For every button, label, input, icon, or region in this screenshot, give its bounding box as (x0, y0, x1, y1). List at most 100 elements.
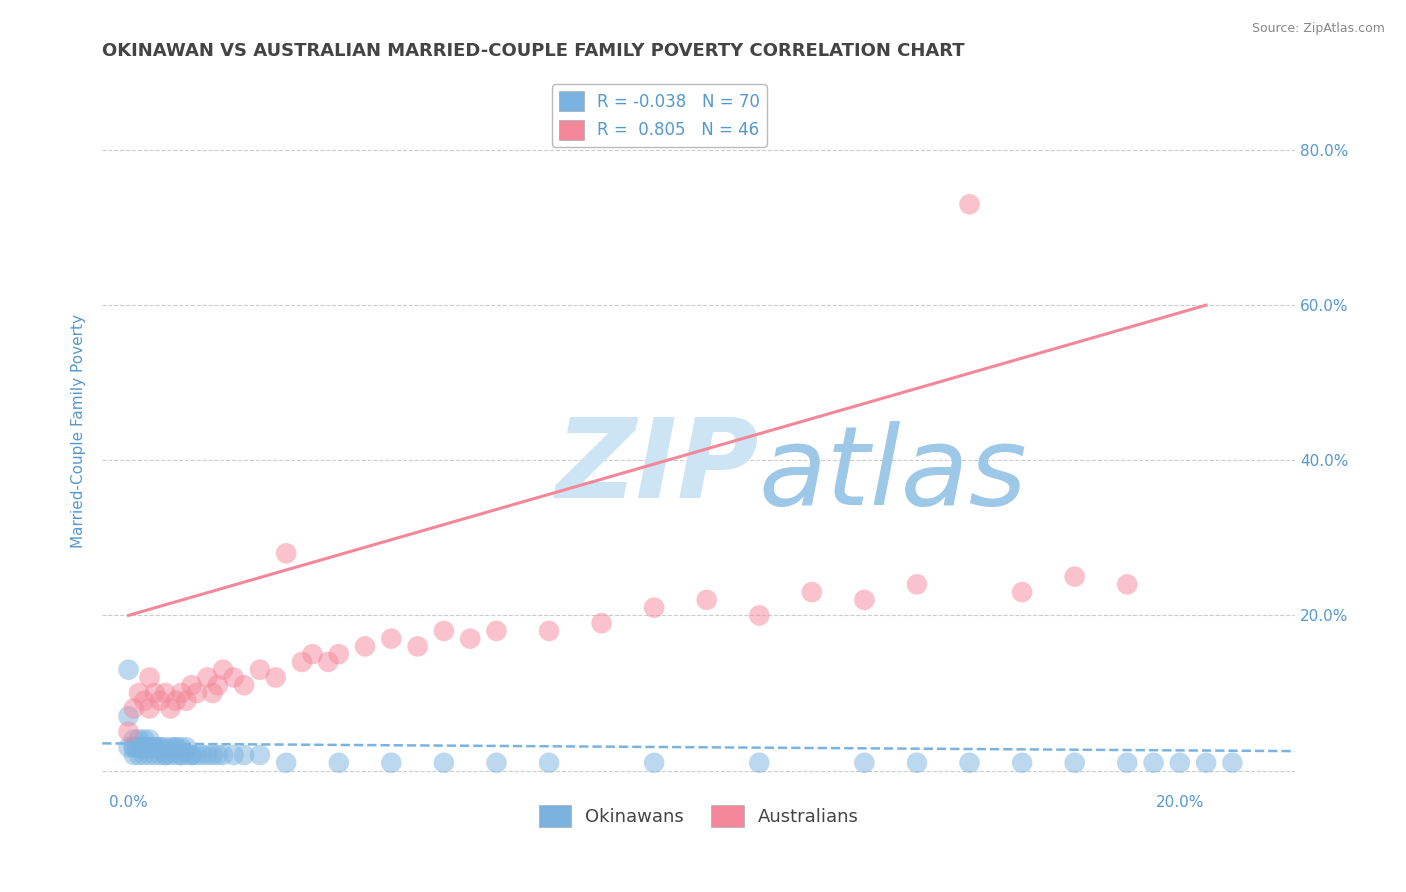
Point (143, 740, 166, 755)
Point (165, 747, 187, 762)
Point (134, 740, 156, 755)
Point (212, 747, 235, 762)
Point (128, 740, 150, 755)
Point (207, 747, 229, 762)
Point (207, 678, 229, 692)
Point (1011, 585, 1033, 599)
Point (134, 732, 156, 747)
Point (537, 624, 560, 638)
Point (159, 740, 181, 755)
Point (800, 585, 823, 599)
Point (191, 747, 214, 762)
Point (212, 663, 235, 677)
Point (143, 747, 166, 762)
Point (316, 655, 339, 669)
Point (176, 747, 198, 762)
Point (433, 624, 456, 638)
Point (138, 747, 160, 762)
Point (1142, 756, 1164, 770)
Point (180, 747, 202, 762)
Point (264, 670, 287, 684)
Point (155, 740, 177, 755)
Point (959, 756, 981, 770)
Point (134, 694, 156, 708)
Point (905, 577, 928, 591)
Point (201, 747, 224, 762)
Point (122, 732, 145, 747)
Point (1116, 756, 1139, 770)
Point (128, 732, 150, 747)
Point (537, 756, 560, 770)
Point (354, 640, 377, 654)
Point (222, 747, 245, 762)
Point (117, 709, 139, 723)
Point (117, 740, 139, 755)
Point (170, 747, 193, 762)
Point (195, 670, 218, 684)
Point (149, 740, 172, 755)
Point (138, 670, 160, 684)
Text: Source: ZipAtlas.com: Source: ZipAtlas.com (1251, 22, 1385, 36)
Point (143, 740, 166, 755)
Point (134, 740, 156, 755)
Point (853, 593, 876, 607)
Point (159, 747, 181, 762)
Point (170, 747, 193, 762)
Point (380, 756, 402, 770)
Point (222, 670, 245, 684)
Point (128, 747, 150, 762)
Point (233, 747, 256, 762)
Point (433, 756, 456, 770)
Point (249, 747, 271, 762)
Text: atlas: atlas (758, 421, 1028, 528)
Y-axis label: Married-Couple Family Poverty: Married-Couple Family Poverty (72, 314, 86, 549)
Point (149, 740, 172, 755)
Point (249, 663, 271, 677)
Point (1116, 577, 1139, 591)
Point (155, 686, 177, 700)
Point (138, 740, 160, 755)
Point (170, 686, 193, 700)
Point (748, 756, 770, 770)
Point (748, 608, 770, 623)
Point (122, 701, 145, 715)
Point (128, 686, 150, 700)
Point (149, 694, 172, 708)
Point (1168, 756, 1191, 770)
Point (201, 686, 224, 700)
Point (485, 756, 508, 770)
Point (128, 740, 150, 755)
Point (1195, 756, 1218, 770)
Point (186, 686, 208, 700)
Point (155, 747, 177, 762)
Text: OKINAWAN VS AUSTRALIAN MARRIED-COUPLE FAMILY POVERTY CORRELATION CHART: OKINAWAN VS AUSTRALIAN MARRIED-COUPLE FA… (103, 42, 965, 60)
Point (328, 756, 350, 770)
Text: ZIP: ZIP (555, 414, 759, 521)
Point (276, 756, 298, 770)
Point (128, 740, 150, 755)
Point (905, 756, 928, 770)
Point (291, 655, 314, 669)
Point (165, 740, 187, 755)
Point (485, 624, 508, 638)
Point (406, 640, 429, 654)
Point (1063, 756, 1085, 770)
Point (155, 747, 177, 762)
Point (134, 747, 156, 762)
Point (180, 747, 202, 762)
Point (380, 632, 402, 646)
Point (149, 747, 172, 762)
Point (276, 546, 298, 560)
Point (143, 740, 166, 755)
Point (117, 663, 139, 677)
Point (853, 756, 876, 770)
Point (1063, 569, 1085, 583)
Point (122, 740, 145, 755)
Point (328, 647, 350, 661)
Point (138, 701, 160, 715)
Point (1011, 756, 1033, 770)
Point (643, 600, 665, 615)
Point (176, 694, 198, 708)
Point (959, 197, 981, 211)
Point (176, 740, 198, 755)
